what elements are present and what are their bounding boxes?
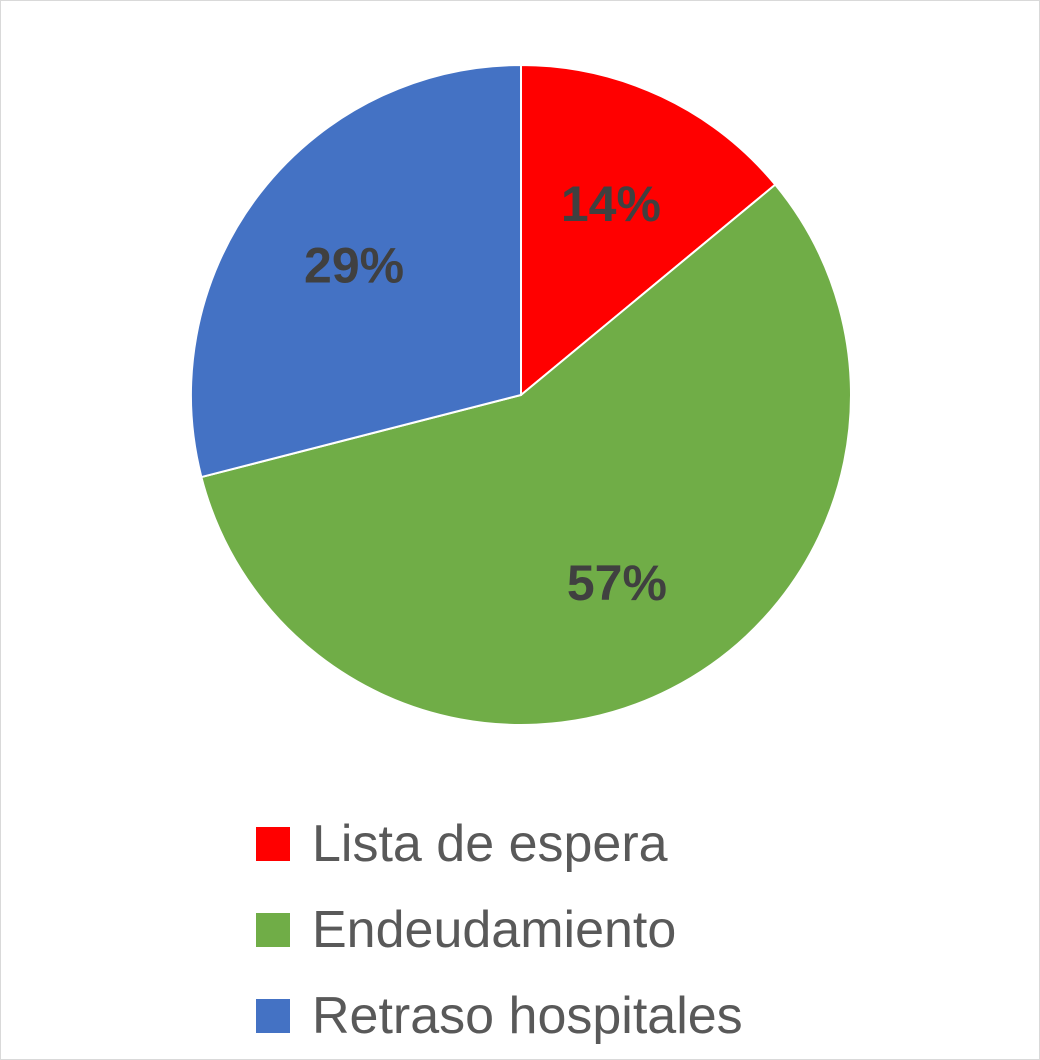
data-label-lista-de-espera: 14% xyxy=(561,176,661,232)
legend-swatch-lista-de-espera xyxy=(256,827,290,861)
legend-item-endeudamiento: Endeudamiento xyxy=(256,887,743,973)
legend-item-retraso-hospitales: Retraso hospitales xyxy=(256,973,743,1059)
pie-plot: 14% 57% 29% xyxy=(190,63,852,726)
legend-swatch-retraso-hospitales xyxy=(256,999,290,1033)
legend-label-retraso-hospitales: Retraso hospitales xyxy=(312,987,743,1045)
data-label-endeudamiento: 57% xyxy=(567,555,667,611)
legend: Lista de espera Endeudamiento Retraso ho… xyxy=(256,801,743,1059)
pie-slice-endeudamiento xyxy=(200,183,852,726)
legend-label-endeudamiento: Endeudamiento xyxy=(312,901,677,959)
legend-item-lista-de-espera: Lista de espera xyxy=(256,801,743,887)
pie-slice-retraso-hospitales xyxy=(190,63,522,479)
legend-swatch-endeudamiento xyxy=(256,913,290,947)
data-label-retraso-hospitales: 29% xyxy=(304,238,404,294)
pie-slice-lista-de-espera xyxy=(520,63,777,398)
legend-label-lista-de-espera: Lista de espera xyxy=(312,815,668,873)
